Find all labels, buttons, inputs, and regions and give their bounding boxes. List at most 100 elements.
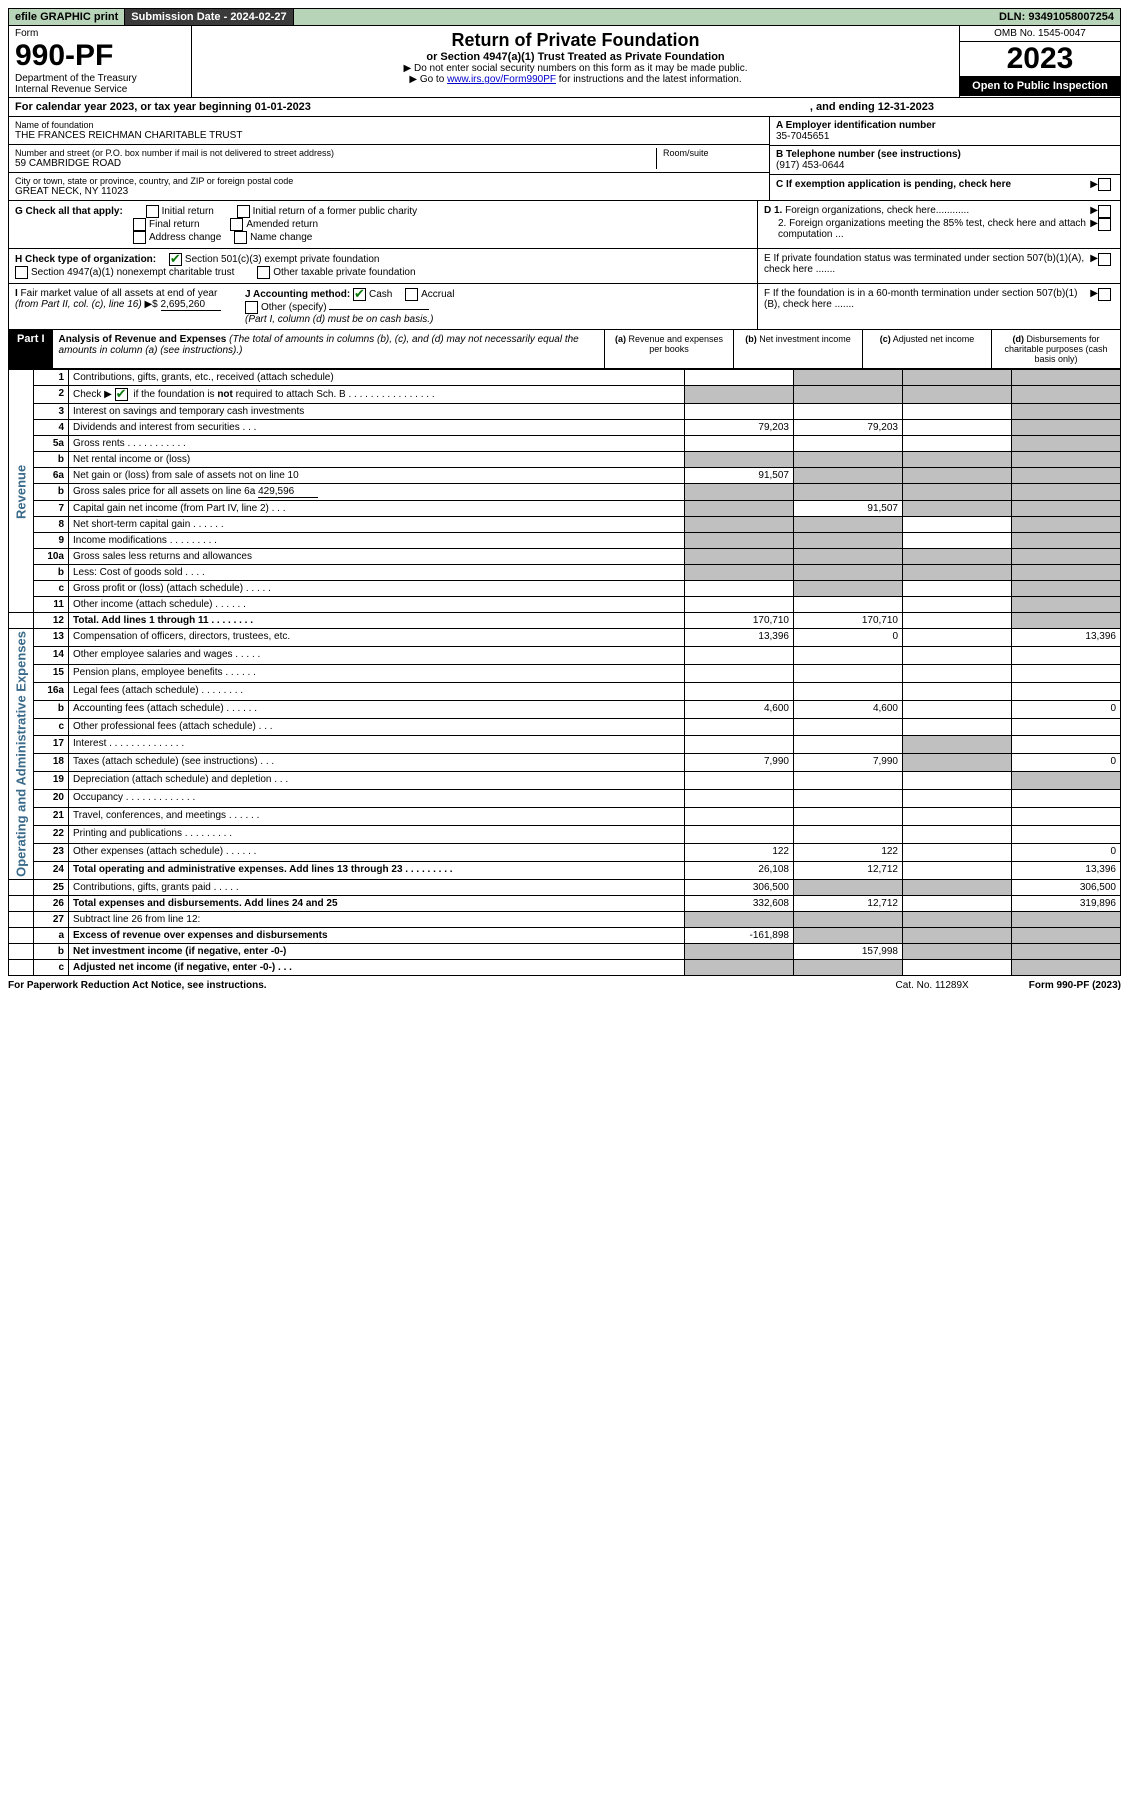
fmv-value: 2,695,260 — [161, 299, 221, 311]
g-checks: G Check all that apply: Initial return I… — [9, 201, 758, 248]
line-27b: bNet investment income (if negative, ent… — [9, 943, 1121, 959]
city-state-zip: GREAT NECK, NY 11023 — [15, 186, 763, 197]
ein: 35-7045651 — [776, 131, 1114, 142]
initial-former-check[interactable] — [237, 205, 250, 218]
form-number: 990-PF — [15, 39, 185, 73]
amended-return-check[interactable] — [230, 218, 243, 231]
submission-date: Submission Date - 2024-02-27 — [125, 9, 293, 25]
form-label: Form — [15, 28, 185, 39]
foundation-info: Name of foundation THE FRANCES REICHMAN … — [8, 117, 1121, 201]
header-right: OMB No. 1545-0047 2023 Open to Public In… — [959, 26, 1120, 97]
line-8: 8Net short-term capital gain . . . . . . — [9, 517, 1121, 533]
dept-treasury: Department of the TreasuryInternal Reven… — [15, 73, 185, 95]
line-18: 18Taxes (attach schedule) (see instructi… — [9, 754, 1121, 772]
j-other-check[interactable] — [245, 301, 258, 314]
form-title: Return of Private Foundation — [196, 30, 955, 51]
d1-check[interactable] — [1098, 205, 1111, 218]
line-6b: bGross sales price for all assets on lin… — [9, 484, 1121, 501]
line-5b: bNet rental income or (loss) — [9, 452, 1121, 468]
line-21: 21Travel, conferences, and meetings . . … — [9, 808, 1121, 826]
foundation-name-cell: Name of foundation THE FRANCES REICHMAN … — [9, 117, 769, 145]
line-27a: aExcess of revenue over expenses and dis… — [9, 927, 1121, 943]
open-to-public: Open to Public Inspection — [960, 76, 1120, 96]
j-accrual-check[interactable] — [405, 288, 418, 301]
part1-table: Revenue 1Contributions, gifts, grants, e… — [8, 369, 1121, 976]
instr-goto: ▶ Go to www.irs.gov/Form990PF for instru… — [196, 74, 955, 85]
ein-cell: A Employer identification number 35-7045… — [770, 117, 1120, 146]
line-26: 26Total expenses and disbursements. Add … — [9, 895, 1121, 911]
f-check: F If the foundation is in a 60-month ter… — [758, 284, 1120, 329]
d2-check[interactable] — [1098, 218, 1111, 231]
dln: DLN: 93491058007254 — [993, 9, 1120, 25]
part1-label: Part I — [9, 330, 53, 368]
tel-cell: B Telephone number (see instructions) (9… — [770, 146, 1120, 175]
line-16c: cOther professional fees (attach schedul… — [9, 718, 1121, 736]
schb-check[interactable] — [115, 388, 128, 401]
name-change-check[interactable] — [234, 231, 247, 244]
h-other-check[interactable] — [257, 266, 270, 279]
line-5a: 5aGross rents . . . . . . . . . . . — [9, 436, 1121, 452]
section-h-e: H Check type of organization: Section 50… — [8, 249, 1121, 284]
info-left: Name of foundation THE FRANCES REICHMAN … — [9, 117, 769, 200]
tax-year: 2023 — [960, 42, 1120, 76]
pra-notice: For Paperwork Reduction Act Notice, see … — [8, 980, 267, 991]
line-6a: 6aNet gain or (loss) from sale of assets… — [9, 468, 1121, 484]
street-row: Number and street (or P.O. box number if… — [9, 145, 769, 173]
section-g-d: G Check all that apply: Initial return I… — [8, 201, 1121, 249]
e-checkbox[interactable] — [1098, 253, 1111, 266]
line-12: 12Total. Add lines 1 through 11 . . . . … — [9, 613, 1121, 629]
i-j-block: I Fair market value of all assets at end… — [9, 284, 758, 329]
line-27c: cAdjusted net income (if negative, enter… — [9, 959, 1121, 975]
final-return-check[interactable] — [133, 218, 146, 231]
line-11: 11Other income (attach schedule) . . . .… — [9, 597, 1121, 613]
exemption-pending: C If exemption application is pending, c… — [770, 175, 1120, 194]
room-suite-label: Room/suite — [663, 148, 763, 158]
efile-label[interactable]: efile GRAPHIC print — [9, 9, 125, 25]
f-checkbox[interactable] — [1098, 288, 1111, 301]
line-4: 4Dividends and interest from securities … — [9, 420, 1121, 436]
line-15: 15Pension plans, employee benefits . . .… — [9, 664, 1121, 682]
line-9: 9Income modifications . . . . . . . . . — [9, 533, 1121, 549]
j-cash-check[interactable] — [353, 288, 366, 301]
part1-col-headers: (a) Revenue and expenses per books (b) N… — [604, 330, 1120, 368]
revenue-rot-label: Revenue — [9, 370, 34, 613]
line-1: Revenue 1Contributions, gifts, grants, e… — [9, 370, 1121, 386]
part1-header-row: Part I Analysis of Revenue and Expenses … — [8, 330, 1121, 369]
line-19: 19Depreciation (attach schedule) and dep… — [9, 772, 1121, 790]
line-16b: bAccounting fees (attach schedule) . . .… — [9, 700, 1121, 718]
h-4947-check[interactable] — [15, 266, 28, 279]
initial-return-check[interactable] — [146, 205, 159, 218]
header-left: Form 990-PF Department of the TreasuryIn… — [9, 26, 192, 97]
instr-ssn: ▶ Do not enter social security numbers o… — [196, 63, 955, 74]
col-b-header: (b) Net investment income — [733, 330, 862, 368]
calendar-year-row: For calendar year 2023, or tax year begi… — [8, 98, 1121, 117]
line-17: 17Interest . . . . . . . . . . . . . . — [9, 736, 1121, 754]
city-cell: City or town, state or province, country… — [9, 173, 769, 200]
line-13: Operating and Administrative Expenses 13… — [9, 629, 1121, 647]
telephone: (917) 453-0644 — [776, 160, 1114, 171]
h-checks: H Check type of organization: Section 50… — [9, 249, 758, 283]
col-c-header: (c) Adjusted net income — [862, 330, 991, 368]
expenses-rot-label: Operating and Administrative Expenses — [9, 629, 34, 880]
col-d-header: (d) Disbursements for charitable purpose… — [991, 330, 1120, 368]
line-23: 23Other expenses (attach schedule) . . .… — [9, 843, 1121, 861]
foundation-name: THE FRANCES REICHMAN CHARITABLE TRUST — [15, 130, 763, 141]
line-3: 3Interest on savings and temporary cash … — [9, 404, 1121, 420]
part1-title: Analysis of Revenue and Expenses (The to… — [53, 330, 604, 368]
info-right: A Employer identification number 35-7045… — [769, 117, 1120, 200]
line-10b: bLess: Cost of goods sold . . . . — [9, 565, 1121, 581]
line-10c: cGross profit or (loss) (attach schedule… — [9, 581, 1121, 597]
line-7: 7Capital gain net income (from Part IV, … — [9, 501, 1121, 517]
line-25: 25Contributions, gifts, grants paid . . … — [9, 879, 1121, 895]
irs-link[interactable]: www.irs.gov/Form990PF — [447, 74, 556, 85]
line-22: 22Printing and publications . . . . . . … — [9, 825, 1121, 843]
cat-no: Cat. No. 11289X — [896, 980, 969, 991]
section-i-j-f: I Fair market value of all assets at end… — [8, 284, 1121, 330]
col-a-header: (a) Revenue and expenses per books — [604, 330, 733, 368]
c-checkbox[interactable] — [1098, 178, 1111, 191]
line-20: 20Occupancy . . . . . . . . . . . . . — [9, 790, 1121, 808]
h-501c3-check[interactable] — [169, 253, 182, 266]
form-header: Form 990-PF Department of the TreasuryIn… — [8, 26, 1121, 98]
form-ref: Form 990-PF (2023) — [1029, 980, 1121, 991]
address-change-check[interactable] — [133, 231, 146, 244]
